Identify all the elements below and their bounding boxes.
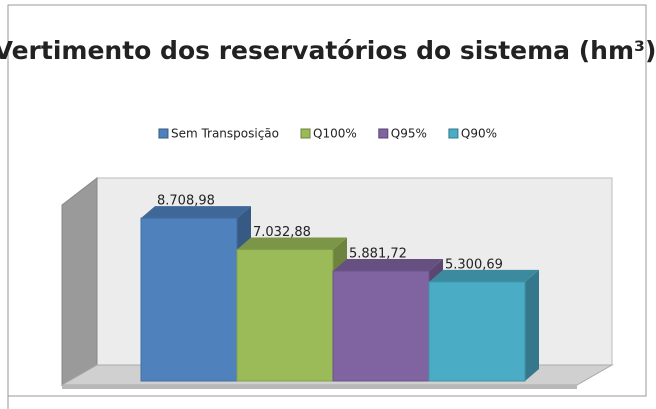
legend-swatch: [158, 128, 169, 139]
value-label: 5.881,72: [349, 247, 407, 262]
side-wall: [61, 176, 98, 386]
legend-label: Q100%: [313, 127, 357, 141]
legend-swatch: [378, 128, 389, 139]
value-label: 5.300,69: [445, 257, 503, 272]
bar: [428, 281, 526, 382]
legend-swatch: [300, 128, 311, 139]
chart-title: Vertimento dos reservatórios do sistema …: [0, 36, 656, 65]
legend-label: Sem Transposição: [171, 127, 279, 141]
floor-edge: [62, 385, 577, 389]
legend-label: Q95%: [391, 127, 427, 141]
bar-top: [141, 206, 251, 219]
value-label: 8.708,98: [157, 194, 215, 209]
bar-top: [429, 269, 539, 282]
bar: [140, 217, 238, 382]
bar: [332, 270, 430, 382]
bar-top: [333, 259, 443, 272]
bar: [236, 248, 334, 382]
bar-top: [237, 237, 347, 250]
bar-side: [525, 269, 539, 381]
legend-label: Q90%: [461, 127, 497, 141]
legend-swatch: [448, 128, 459, 139]
legend: Sem Transposição Q100% Q95% Q90%: [158, 127, 497, 141]
value-label: 7.032,88: [253, 225, 311, 240]
